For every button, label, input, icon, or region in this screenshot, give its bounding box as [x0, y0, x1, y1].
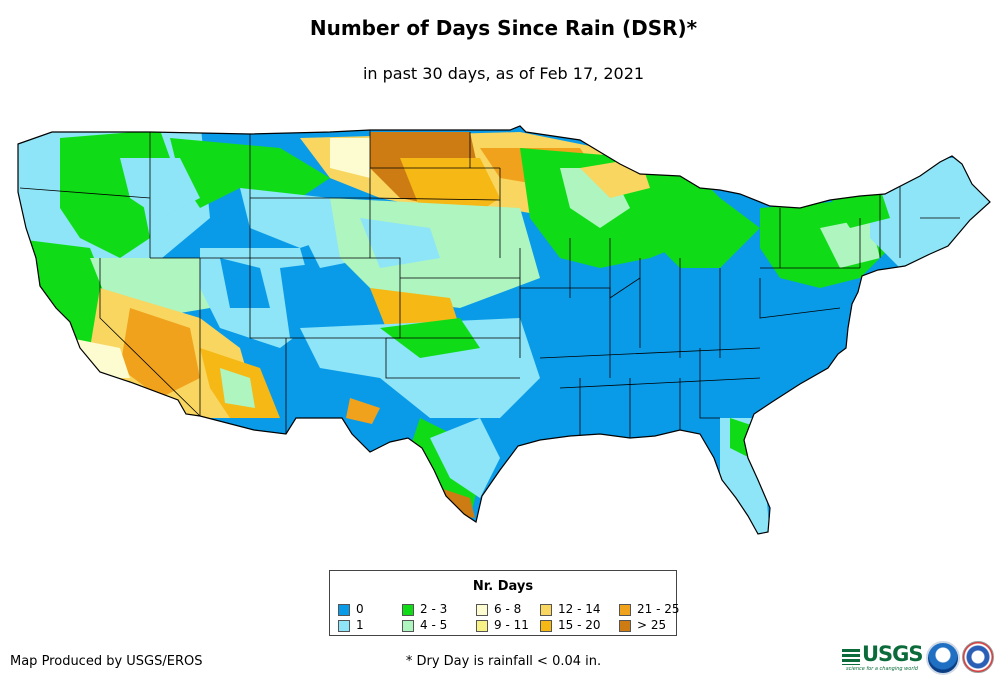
- legend-item: 0: [338, 603, 364, 616]
- legend-label: 1: [356, 618, 364, 632]
- legend-swatch: [540, 619, 552, 632]
- legend-label: 6 - 8: [494, 602, 522, 616]
- legend-swatch: [619, 619, 631, 632]
- legend-swatch: [476, 619, 488, 632]
- usgs-wordmark: USGS: [862, 642, 924, 666]
- legend-swatch: [402, 619, 414, 632]
- legend-label: 4 - 5: [420, 618, 448, 632]
- legend-item: 21 - 25: [619, 603, 680, 616]
- legend-item: 9 - 11: [476, 619, 529, 632]
- legend-item: 1: [338, 619, 364, 632]
- legend-swatch: [402, 603, 414, 616]
- credit-text: Map Produced by USGS/EROS: [10, 654, 203, 669]
- dry-day-footnote: * Dry Day is rainfall < 0.04 in.: [405, 654, 602, 669]
- legend-item: 2 - 3: [402, 603, 447, 616]
- map-title: Number of Days Since Rain (DSR)*: [309, 16, 698, 40]
- legend-label: 9 - 11: [494, 618, 529, 632]
- legend-swatch: [476, 603, 488, 616]
- legend-label: > 25: [637, 618, 667, 632]
- legend-item: 12 - 14: [540, 603, 601, 616]
- legend-label: 21 - 25: [637, 602, 680, 616]
- legend-swatch: [338, 603, 350, 616]
- legend-label: 15 - 20: [558, 618, 601, 632]
- legend-item: 6 - 8: [476, 603, 521, 616]
- legend-item: 15 - 20: [540, 619, 601, 632]
- map-subtitle: in past 30 days, as of Feb 17, 2021: [362, 64, 645, 83]
- noaa-logo-icon: [926, 641, 960, 675]
- legend-item: > 25: [619, 619, 666, 632]
- legend-label: 2 - 3: [420, 602, 448, 616]
- legend-swatch: [338, 619, 350, 632]
- legend-swatch: [540, 603, 552, 616]
- legend-item: 4 - 5: [402, 619, 447, 632]
- us-dsr-map: [17, 125, 991, 535]
- usgs-tagline: science for a changing world: [846, 666, 918, 672]
- legend-label: 12 - 14: [558, 602, 601, 616]
- legend-swatch: [619, 603, 631, 616]
- legend-title: Nr. Days: [472, 579, 534, 594]
- nws-logo-icon: [962, 641, 994, 673]
- legend-label: 0: [356, 602, 364, 616]
- usgs-logo: USGS science for a changing world: [842, 642, 924, 672]
- map-legend: Nr. Days 0 1 2 - 3 4 - 5 6 - 8 9 - 11 12 - 14 1…: [329, 570, 680, 636]
- usgs-wave-icon: [842, 648, 860, 665]
